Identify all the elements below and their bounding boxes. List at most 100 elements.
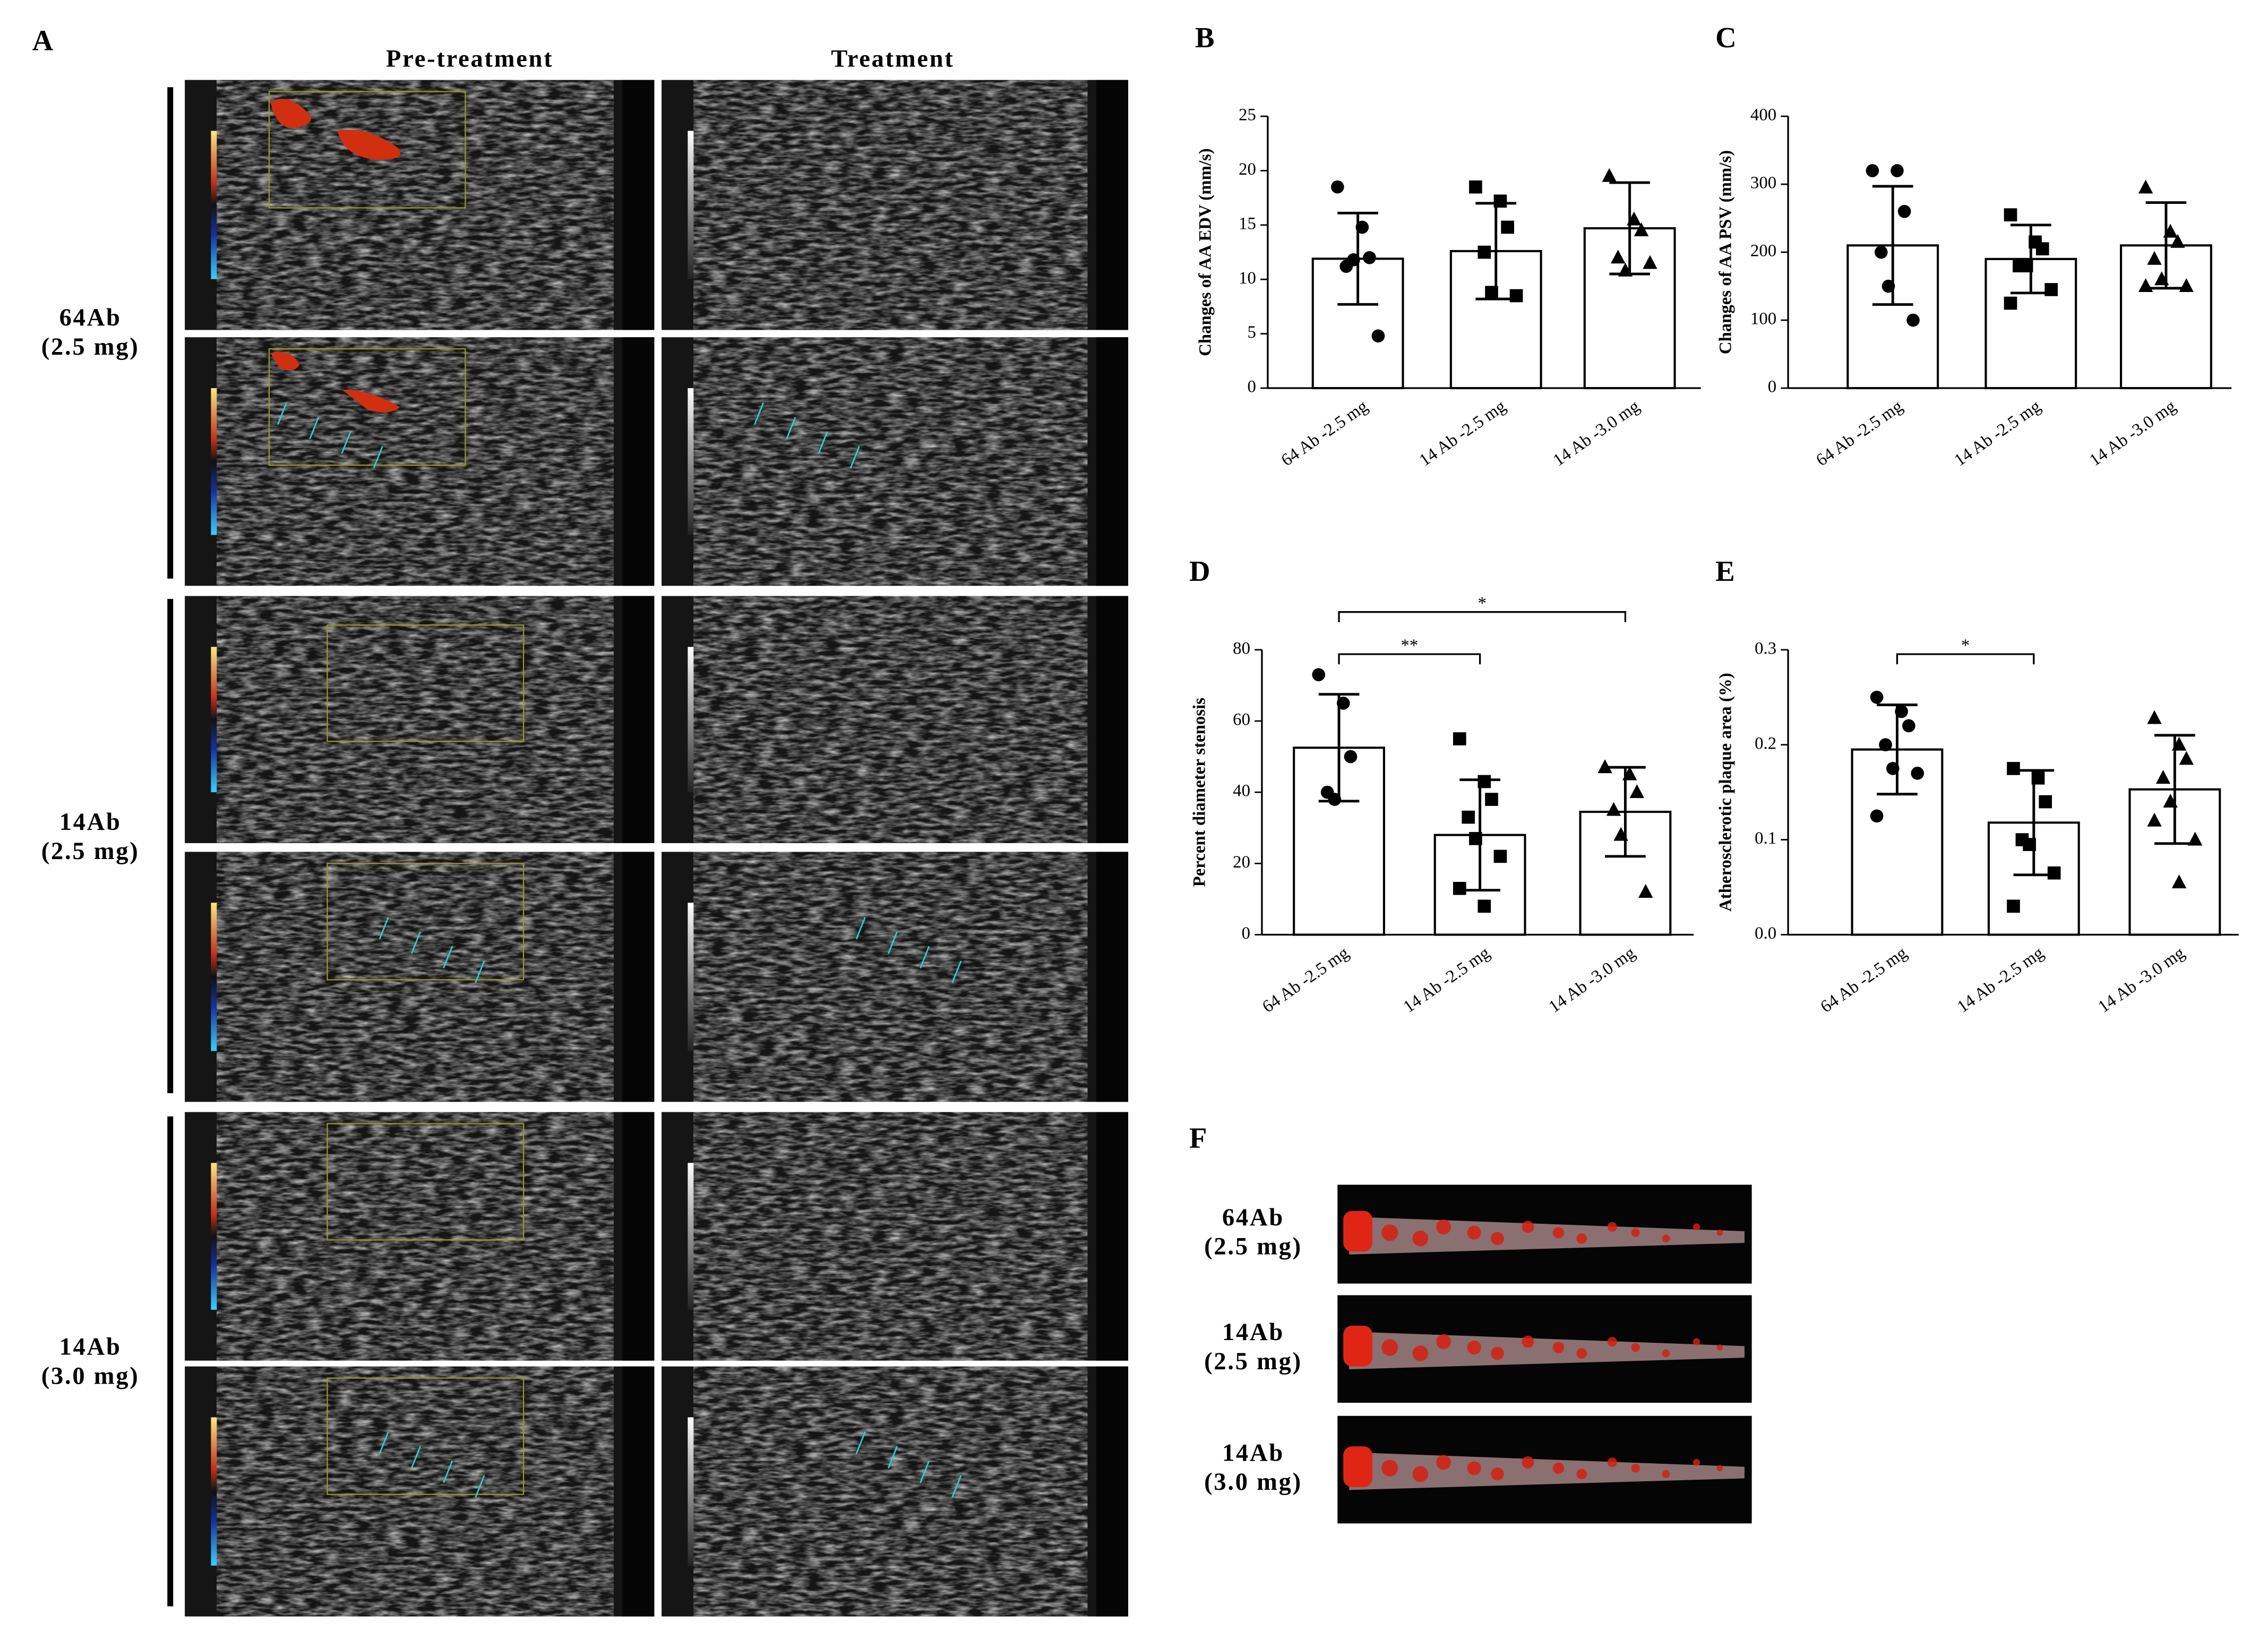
measurement — [373, 446, 383, 469]
plaque — [1381, 1460, 1398, 1477]
data-point — [2147, 710, 2162, 724]
y-tick-label: 10 — [1239, 269, 1256, 288]
data-point — [2007, 762, 2020, 775]
depth-scale — [1096, 852, 1129, 1102]
data-point — [2031, 771, 2045, 785]
significance-bracket — [1896, 653, 2035, 665]
ultrasound-texture — [693, 1112, 1088, 1361]
plaque — [1716, 1344, 1723, 1351]
data-point — [1602, 168, 1617, 182]
plaque — [1576, 1348, 1587, 1359]
plaque — [1552, 1227, 1565, 1239]
data-point — [1469, 832, 1482, 845]
y-tick-label: 300 — [1750, 174, 1776, 193]
data-point — [1477, 775, 1491, 788]
plaque — [1467, 1225, 1481, 1240]
y-tick-label: 0 — [1248, 377, 1256, 397]
significance-label: * — [1478, 594, 1487, 613]
plaque — [1631, 1228, 1640, 1238]
error-bar — [1877, 703, 1918, 796]
data-point — [2163, 794, 2178, 808]
y-tick-label: 0.1 — [1755, 829, 1776, 848]
error-bar — [2145, 201, 2187, 290]
row-label: 14Ab — [1222, 1319, 1284, 1346]
y-tick-label: 400 — [1750, 106, 1776, 125]
data-point — [1453, 732, 1466, 745]
x-tick-label: 64 Ab -2.5 mg — [1259, 943, 1352, 1017]
data-point — [1462, 810, 1475, 824]
measurement — [277, 402, 288, 425]
data-point — [2138, 278, 2153, 292]
y-tick-label: 200 — [1750, 242, 1776, 261]
data-point — [2147, 812, 2162, 827]
data-point — [1634, 222, 1649, 237]
row-label: (2.5 mg) — [1204, 1348, 1302, 1375]
y-tick-label: 20 — [1239, 160, 1256, 179]
y-axis-label: Changes of AA EDV (mm/s) — [1196, 148, 1215, 356]
data-point — [1879, 738, 1892, 752]
significance-label: ** — [1401, 636, 1418, 655]
ultrasound-texture — [217, 1366, 614, 1617]
row-label: (2.5 mg) — [1204, 1233, 1302, 1260]
plaque — [1467, 1340, 1481, 1355]
y-tick-label: 0.3 — [1755, 639, 1776, 658]
plaque — [1412, 1230, 1429, 1247]
ultrasound-texture — [693, 1366, 1088, 1617]
y-axis-label: Atherosclerotic plaque area (%) — [1716, 673, 1736, 912]
data-point — [1485, 286, 1498, 299]
row-label: (2.5 mg) — [41, 333, 140, 360]
data-point — [2039, 795, 2052, 809]
x-tick-label: 14 Ab -3.0 mg — [2086, 397, 2179, 470]
data-point — [1477, 899, 1491, 913]
depth-scale — [622, 1112, 655, 1361]
plaque — [1343, 1446, 1373, 1487]
data-point — [1501, 220, 1514, 234]
plaque — [1552, 1462, 1565, 1474]
depth-scale — [1096, 337, 1129, 586]
data-point — [1629, 784, 1645, 799]
color-scale — [688, 1163, 694, 1310]
panel-label: B — [1195, 21, 1215, 54]
color-scale — [688, 131, 694, 279]
measurement — [888, 931, 898, 954]
measurement — [888, 1446, 898, 1469]
x-tick-label: 64 Ab -2.5 mg — [1278, 397, 1371, 470]
significance-label: * — [1961, 636, 1970, 655]
ultrasound-texture — [693, 596, 1088, 844]
data-point — [1882, 279, 1895, 293]
roi-box — [327, 863, 525, 981]
ultrasound-texture — [217, 596, 614, 844]
plaque — [1491, 1232, 1504, 1246]
measurement — [443, 946, 453, 968]
data-point — [1897, 204, 1911, 218]
measurement — [920, 946, 930, 968]
ultrasound-texture — [217, 1112, 614, 1361]
plaque — [1607, 1337, 1617, 1347]
data-point — [1911, 767, 1925, 780]
color-scale — [211, 131, 217, 279]
plaque — [1467, 1461, 1481, 1475]
x-tick-label: 64 Ab -2.5 mg — [1812, 397, 1906, 470]
measurement — [849, 446, 860, 469]
depth-scale — [1096, 1112, 1129, 1361]
measurement — [951, 1475, 962, 1498]
x-tick-label: 14 Ab -2.5 mg — [1416, 397, 1509, 470]
error-bar — [1605, 766, 1646, 858]
data-point — [2170, 234, 2185, 248]
plaque — [1693, 1458, 1700, 1466]
roi-box — [327, 1377, 525, 1495]
error-bar — [2154, 734, 2195, 845]
plaque — [1631, 1343, 1640, 1352]
data-point — [1336, 697, 1350, 710]
data-point — [1638, 883, 1653, 898]
plaque — [1412, 1345, 1429, 1361]
data-point — [1643, 255, 1657, 269]
plaque — [1576, 1469, 1587, 1480]
color-scale — [211, 647, 217, 793]
measurement — [379, 917, 389, 940]
data-point — [1355, 220, 1369, 234]
plaque — [1436, 1455, 1451, 1470]
data-point — [1453, 881, 1466, 895]
data-point — [2154, 271, 2169, 286]
y-tick-label: 5 — [1248, 323, 1256, 342]
